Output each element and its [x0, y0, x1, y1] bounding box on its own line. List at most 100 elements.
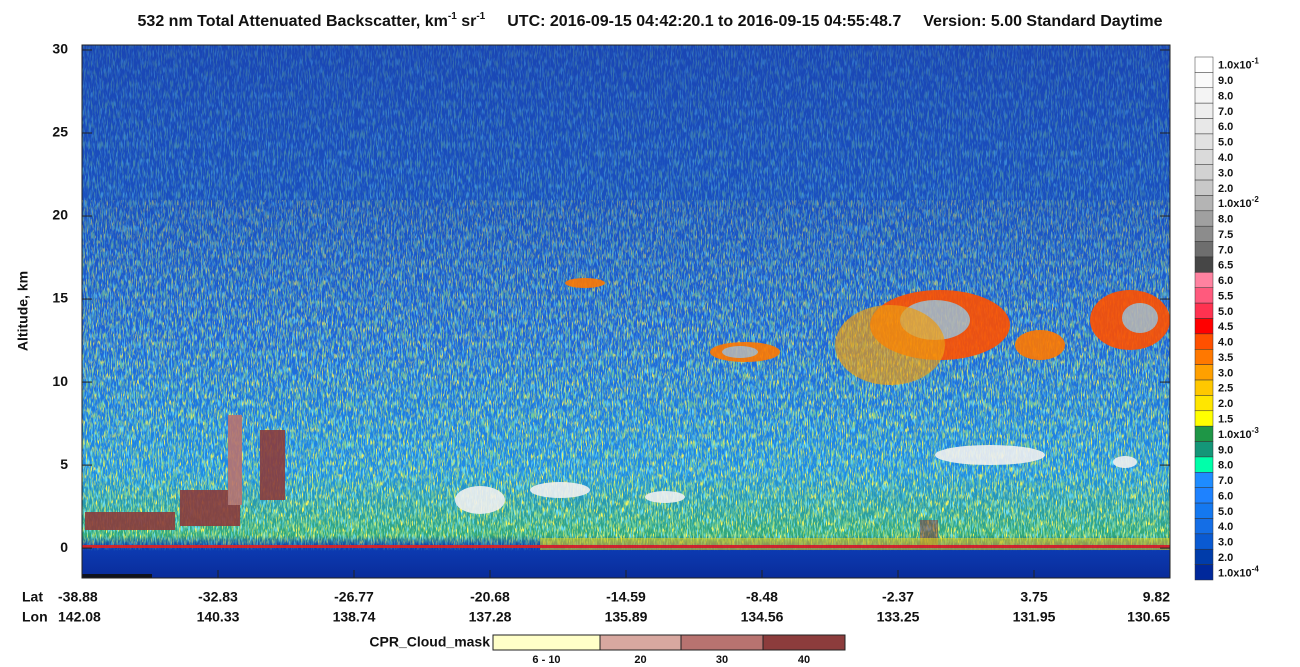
colorbar-label-text: 9.0 — [1218, 444, 1233, 456]
y-tick-label: 5 — [60, 456, 68, 472]
colorbar-label: 2.5 — [1218, 383, 1233, 395]
colorbar-label: 6.5 — [1218, 260, 1233, 272]
colorbar-label: 4.5 — [1218, 321, 1233, 333]
colorbar-label-text: 3.0 — [1218, 167, 1233, 179]
y-tick-label: 30 — [52, 41, 68, 57]
colorbar-swatch — [1194, 548, 1214, 565]
colorbar-swatch — [1194, 210, 1214, 227]
colorbar-label: 2.0 — [1218, 183, 1233, 195]
colorbar-label-text: 6.5 — [1218, 260, 1233, 272]
title-part: sr — [457, 13, 477, 30]
lat-tick-label: -2.37 — [882, 589, 914, 605]
colorbar-label-text: 2.0 — [1218, 552, 1233, 564]
speckle — [82, 200, 1170, 550]
colorbar-label-text: 3.0 — [1218, 367, 1233, 379]
colorbar-swatch — [1194, 349, 1214, 365]
lat-tick-label: -26.77 — [334, 589, 374, 605]
lon-tick-label: 133.25 — [877, 609, 920, 625]
colorbar-label-exponent: -1 — [1252, 56, 1260, 65]
lon-tick-label: 142.08 — [58, 609, 101, 625]
lat-tick-label: -38.88 — [58, 589, 98, 605]
colorbar-swatch — [1194, 179, 1214, 196]
colorbar-swatch — [1194, 56, 1214, 73]
colorbar-label: 1.5 — [1218, 413, 1233, 425]
cloud-mask-swatch — [680, 634, 764, 651]
colorbar-label: 6.0 — [1218, 275, 1233, 287]
colorbar-label-text: 7.5 — [1218, 229, 1233, 241]
cloud-mask-label: 30 — [716, 654, 728, 666]
colorbar-swatch — [1194, 410, 1214, 427]
colorbar-label: 4.0 — [1218, 521, 1233, 533]
colorbar-label: 6.0 — [1218, 121, 1233, 133]
colorbar-swatch — [1194, 533, 1214, 550]
colorbar-label-text: 6.0 — [1218, 121, 1233, 133]
colorbar-label: 8.0 — [1218, 213, 1233, 225]
lon-tick-label: 135.89 — [605, 609, 648, 625]
colorbar-label: 7.0 — [1218, 106, 1233, 118]
colorbar-label-text: 2.0 — [1218, 183, 1233, 195]
colorbar-swatch — [1194, 425, 1214, 442]
colorbar-swatch — [1194, 272, 1214, 288]
lat-label: Lat — [22, 589, 43, 605]
colorbar-swatch — [1194, 441, 1214, 458]
colorbar-label: 2.0 — [1218, 398, 1233, 410]
cloud-mask-swatch — [599, 634, 682, 651]
colorbar-label-exponent: -3 — [1252, 425, 1260, 434]
curtain-image — [82, 45, 1170, 578]
colorbar-swatch — [1194, 149, 1214, 165]
version: Version: 5.00 Standard Daytime — [923, 13, 1162, 30]
lon-tick-label: 130.65 — [1127, 609, 1170, 625]
lon-tick-label: 131.95 — [1013, 609, 1056, 625]
colorbar-swatch — [1194, 225, 1214, 242]
colorbar-label: 1.0x10-4 — [1218, 564, 1259, 579]
colorbar-swatch — [1194, 487, 1214, 504]
time-range: UTC: 2016-09-15 04:42:20.1 to 2016-09-15… — [507, 13, 901, 30]
colorbar-label-text: 1.0x10 — [1218, 198, 1252, 210]
colorbar-label-text: 8.0 — [1218, 90, 1233, 102]
colorbar-swatch — [1194, 456, 1214, 473]
cloud-mask-label: 40 — [798, 654, 810, 666]
colorbar-label: 6.0 — [1218, 490, 1233, 502]
colorbar-label: 9.0 — [1218, 444, 1233, 456]
colorbar-swatch — [1194, 195, 1214, 212]
colorbar-swatch — [1194, 518, 1214, 535]
colorbar-label-text: 2.5 — [1218, 383, 1233, 395]
colorbar-label-text: 7.0 — [1218, 106, 1233, 118]
lon-tick-label: 137.28 — [469, 609, 512, 625]
colorbar-label-text: 2.0 — [1218, 398, 1233, 410]
colorbar-swatch — [1194, 395, 1214, 412]
lon-tick-label: 134.56 — [741, 609, 784, 625]
colorbar-label: 3.0 — [1218, 167, 1233, 179]
colorbar-swatch — [1194, 102, 1214, 119]
colorbar-label-text: 4.0 — [1218, 521, 1233, 533]
y-tick-label: 15 — [52, 290, 68, 306]
chart-title: 532 nm Total Attenuated Backscatter, km-… — [138, 11, 1163, 30]
colorbar-label-text: 9.0 — [1218, 75, 1233, 87]
colorbar-label-text: 7.0 — [1218, 244, 1233, 256]
colorbar-label-text: 5.0 — [1218, 506, 1233, 518]
lat-tick-label: -8.48 — [746, 589, 778, 605]
colorbar-label: 3.0 — [1218, 367, 1233, 379]
y-tick-label: 0 — [60, 539, 68, 555]
colorbar-swatch — [1194, 164, 1214, 181]
cloud-mask-label: 20 — [634, 654, 646, 666]
colorbar-label: 9.0 — [1218, 75, 1233, 87]
colorbar-label: 1.0x10-1 — [1218, 56, 1259, 71]
colorbar-swatch — [1194, 318, 1214, 335]
colorbar-swatch — [1194, 564, 1214, 581]
colorbar-label: 5.0 — [1218, 306, 1233, 318]
colorbar-label-text: 5.0 — [1218, 306, 1233, 318]
colorbar-label-text: 3.0 — [1218, 536, 1233, 548]
cloud-mask-swatch — [492, 634, 601, 651]
colorbar-label: 8.0 — [1218, 460, 1233, 472]
y-tick-label: 20 — [52, 207, 68, 223]
colorbar-label: 8.0 — [1218, 90, 1233, 102]
colorbar-label-text: 8.0 — [1218, 460, 1233, 472]
cloud-mask-title: CPR_Cloud_mask — [369, 634, 490, 650]
cloud-mask-label: 6 - 10 — [532, 654, 560, 666]
colorbar-swatch — [1194, 472, 1214, 488]
colorbar-label: 4.0 — [1218, 152, 1233, 164]
colorbar-label-text: 1.5 — [1218, 413, 1233, 425]
colorbar-label-text: 3.5 — [1218, 352, 1233, 364]
